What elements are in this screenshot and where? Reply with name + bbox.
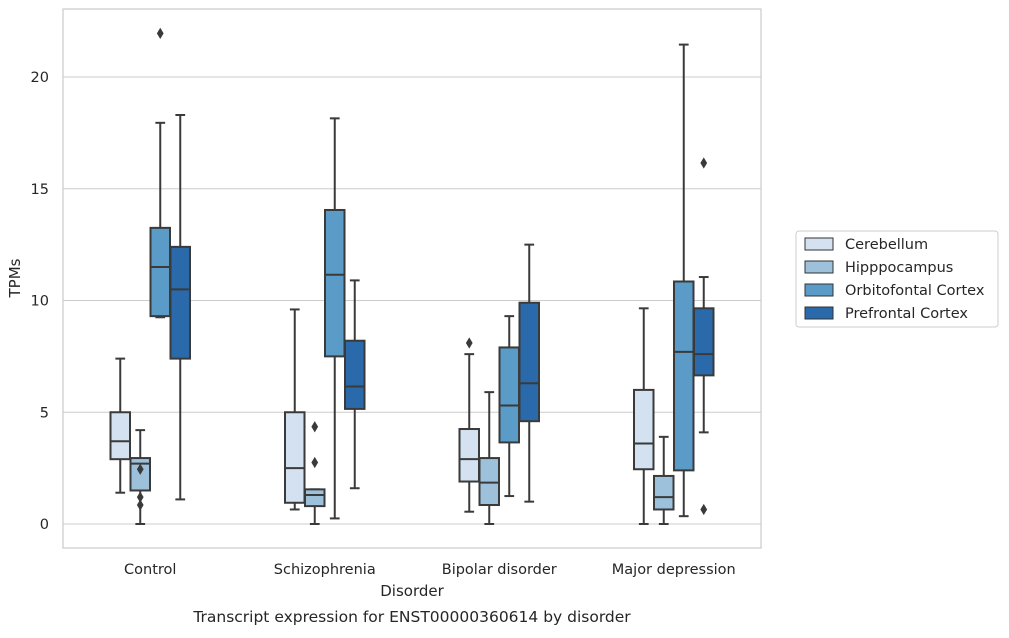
box-iqr [693,307,715,377]
y-tick-label: 15 [31,182,49,198]
outlier-point [156,27,164,40]
box-iqr [109,411,131,461]
y-axis-ticks: 0 5 10 15 20 [31,70,49,533]
x-axis-ticks: Control Schizophrenia Bipolar disorder Majo… [124,562,736,578]
legend-swatch [804,260,834,274]
box-iqr [344,339,366,410]
y-tick-label: 10 [31,294,49,310]
x-tick-label: Control [124,562,176,578]
outlier-point [465,337,473,349]
legend-label: Prefrontal Cortex [845,306,968,322]
box-group [169,113,191,501]
box-plots [109,27,715,525]
chart-caption: Transcript expression for ENST0000036061… [192,608,631,626]
box-group [458,337,480,513]
box-iqr [169,245,191,360]
box-iqr [478,457,500,507]
legend-label: Hipppocampus [845,260,953,276]
y-axis-label: TPMs [6,258,24,298]
outlier-point [700,157,708,169]
box-group [304,421,326,525]
outlier-point [136,499,144,511]
box-iqr [324,208,346,358]
outlier-point [311,421,319,433]
outlier-point [311,456,319,469]
box-group [673,43,695,518]
legend-frame [795,230,999,328]
box-group [478,391,500,525]
outlier-point [700,503,708,516]
box-iqr [304,488,326,508]
box-iqr [498,346,520,444]
box-iqr [673,280,695,472]
y-tick-label: 0 [40,517,49,533]
legend-label: Cerebellum [845,237,928,253]
legend-swatch [804,306,834,320]
box-iqr [149,226,171,318]
box-group [518,243,540,503]
box-iqr [284,411,306,504]
box-group [284,308,306,511]
x-tick-label: Schizophrenia [274,562,376,578]
outlier-point [136,491,144,503]
x-axis-label: Disorder [380,582,444,600]
box-iqr [653,474,675,511]
legend: Cerebellum Hipppocampus Orbitofontal Corte… [795,230,999,328]
box-group [498,315,520,498]
box-group [693,157,715,516]
box-group [653,435,675,525]
box-group [129,429,151,525]
x-tick-label: Major depression [612,562,736,578]
legend-swatch [804,237,834,251]
y-tick-label: 20 [31,70,49,86]
box-group [344,279,366,490]
legend-swatch [804,283,834,297]
box-group [109,357,131,494]
box-group [149,27,171,319]
legend-label: Orbitofontal Cortex [845,283,985,299]
outlier-point [136,463,144,475]
box-iqr [633,388,655,471]
y-tick-label: 5 [40,405,49,421]
box-group [324,117,346,520]
box-iqr [518,301,540,423]
plot-frame [62,8,762,549]
box-group [633,307,655,525]
x-tick-label: Bipolar disorder [442,562,557,578]
box-iqr [458,428,480,483]
